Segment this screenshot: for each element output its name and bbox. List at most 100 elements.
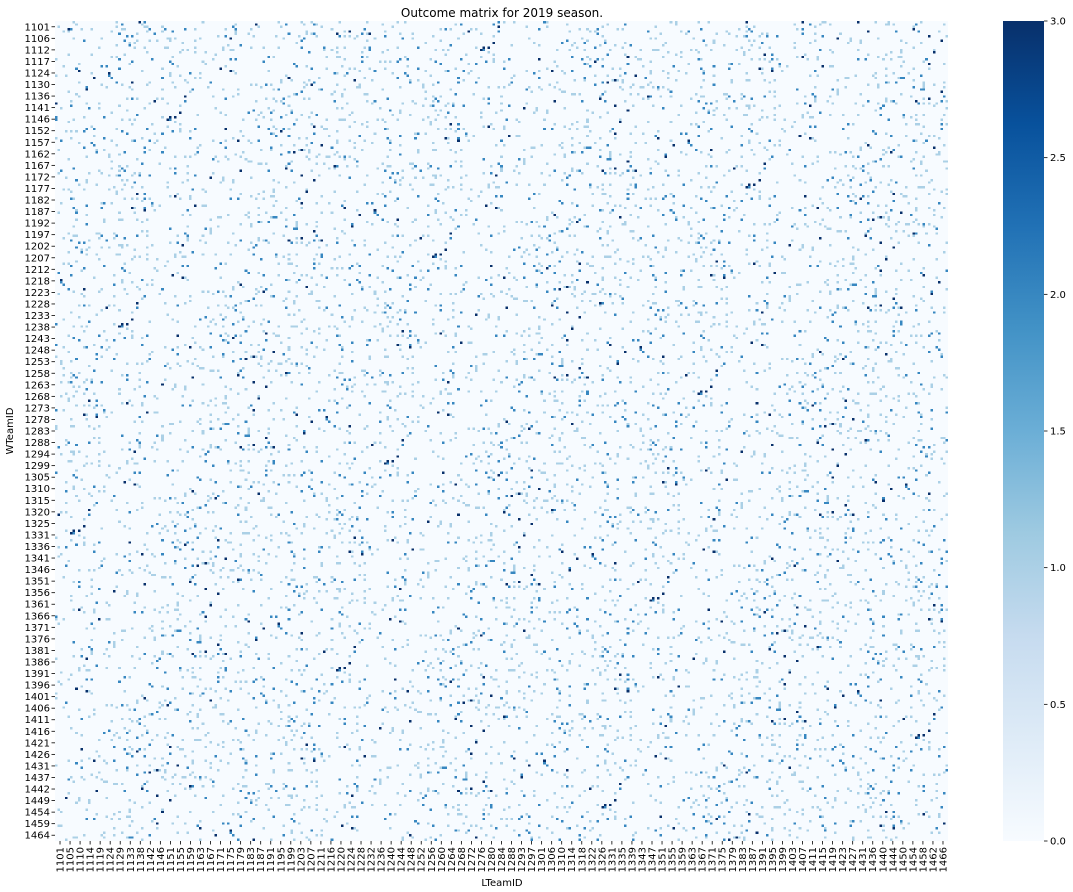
x-tick-label: 1375 bbox=[718, 847, 729, 872]
x-tick-label: 1391 bbox=[758, 847, 769, 872]
y-tick-label: 1202 bbox=[25, 242, 50, 253]
y-tick-label: 1351 bbox=[25, 577, 50, 588]
y-tick-label: 1406 bbox=[25, 704, 50, 715]
x-tick-label: 1310 bbox=[557, 847, 568, 872]
colorbar bbox=[1003, 21, 1044, 841]
y-tick-label: 1305 bbox=[25, 473, 50, 484]
x-tick-label: 1343 bbox=[637, 847, 648, 872]
y-tick-label: 1356 bbox=[25, 588, 50, 599]
y-tick-label: 1146 bbox=[25, 115, 50, 126]
y-tick-label: 1464 bbox=[25, 831, 50, 842]
y-tick-label: 1320 bbox=[25, 507, 50, 518]
y-tick-label: 1325 bbox=[25, 519, 50, 530]
y-tick-label: 1310 bbox=[25, 484, 50, 495]
y-tick-label: 1299 bbox=[25, 461, 50, 472]
y-tick-label: 1223 bbox=[25, 288, 50, 299]
y-tick-label: 1152 bbox=[25, 126, 50, 137]
x-tick-label: 1379 bbox=[728, 847, 739, 872]
colorbar-tick-label: 1.0 bbox=[1050, 563, 1066, 574]
x-tick-label: 1436 bbox=[868, 847, 879, 872]
y-tick-label: 1187 bbox=[25, 207, 50, 218]
y-tick-label: 1411 bbox=[25, 715, 50, 726]
colorbar-tick-label: 2.0 bbox=[1050, 290, 1066, 301]
x-tick-label: 1440 bbox=[878, 847, 889, 872]
y-tick-label: 1366 bbox=[25, 611, 50, 622]
x-tick-label: 1427 bbox=[848, 847, 859, 872]
x-tick-label: 1224 bbox=[346, 847, 357, 872]
y-tick-label: 1459 bbox=[25, 819, 50, 830]
x-tick-label: 1458 bbox=[918, 847, 929, 872]
x-tick-label: 1355 bbox=[668, 847, 679, 872]
y-tick-label: 1101 bbox=[25, 22, 50, 33]
x-tick-label: 1264 bbox=[447, 847, 458, 872]
x-tick-label: 1163 bbox=[196, 847, 207, 872]
y-tick-label: 1212 bbox=[25, 265, 50, 276]
x-tick-label: 1351 bbox=[658, 847, 669, 872]
x-tick-label: 1199 bbox=[286, 847, 297, 872]
y-tick-label: 1361 bbox=[25, 600, 50, 611]
y-tick-label: 1386 bbox=[25, 657, 50, 668]
x-tick-label: 1179 bbox=[236, 847, 247, 872]
x-tick-label: 1322 bbox=[587, 847, 598, 872]
x-tick-label: 1220 bbox=[336, 847, 347, 872]
x-tick-label: 1363 bbox=[688, 847, 699, 872]
y-tick-label: 1431 bbox=[25, 761, 50, 772]
x-tick-label: 1288 bbox=[507, 847, 518, 872]
x-tick-label: 1454 bbox=[908, 847, 919, 872]
x-tick-label: 1207 bbox=[306, 847, 317, 872]
x-tick-label: 1240 bbox=[387, 847, 398, 872]
x-tick-label: 1105 bbox=[66, 847, 77, 872]
y-tick-label: 1315 bbox=[25, 496, 50, 507]
x-tick-label: 1138 bbox=[136, 847, 147, 872]
y-tick-label: 1117 bbox=[25, 57, 50, 68]
y-tick-label: 1106 bbox=[25, 34, 50, 45]
y-tick-label: 1192 bbox=[25, 219, 50, 230]
y-tick-label: 1136 bbox=[25, 92, 50, 103]
x-tick-label: 1383 bbox=[738, 847, 749, 872]
y-tick-label: 1283 bbox=[25, 427, 50, 438]
y-tick-label: 1294 bbox=[25, 450, 50, 461]
x-tick-label: 1228 bbox=[357, 847, 368, 872]
x-tick-label: 1462 bbox=[928, 847, 939, 872]
y-tick-label: 1157 bbox=[25, 138, 50, 149]
x-tick-label: 1419 bbox=[828, 847, 839, 872]
x-tick-label: 1395 bbox=[768, 847, 779, 872]
y-tick-label: 1182 bbox=[25, 196, 50, 207]
colorbar-tick-label: 0.5 bbox=[1050, 700, 1066, 711]
y-tick-label: 1421 bbox=[25, 738, 50, 749]
x-tick-label: 1159 bbox=[186, 847, 197, 872]
x-tick-label: 1151 bbox=[166, 847, 177, 872]
x-tick-label: 1211 bbox=[316, 847, 327, 872]
x-tick-label: 1248 bbox=[407, 847, 418, 872]
x-axis-label: LTeamID bbox=[481, 878, 523, 889]
x-tick-label: 1195 bbox=[276, 847, 287, 872]
x-tick-label: 1326 bbox=[597, 847, 608, 872]
y-tick-label: 1437 bbox=[25, 773, 50, 784]
x-tick-label: 1466 bbox=[938, 847, 949, 872]
y-tick-label: 1124 bbox=[25, 68, 50, 79]
colorbar-axis: 0.0 0.5 1.0 1.5 2.0 2.5 3.0 bbox=[1044, 17, 1066, 848]
y-tick-label: 1130 bbox=[25, 80, 50, 91]
x-tick-label: 1167 bbox=[206, 847, 217, 872]
y-tick-label: 1336 bbox=[25, 542, 50, 553]
x-tick-label: 1110 bbox=[76, 847, 87, 872]
x-tick-label: 1284 bbox=[497, 847, 508, 872]
y-tick-label: 1401 bbox=[25, 692, 50, 703]
x-tick-label: 1183 bbox=[246, 847, 257, 872]
x-tick-label: 1124 bbox=[106, 847, 117, 872]
x-tick-label: 1244 bbox=[397, 847, 408, 872]
x-tick-label: 1101 bbox=[56, 847, 67, 872]
y-tick-label: 1268 bbox=[25, 392, 50, 403]
y-tick-label: 1346 bbox=[25, 565, 50, 576]
y-tick-label: 1376 bbox=[25, 634, 50, 645]
x-tick-label: 1444 bbox=[888, 847, 899, 872]
x-tick-label: 1314 bbox=[567, 847, 578, 872]
x-tick-label: 1256 bbox=[427, 847, 438, 872]
x-tick-label: 1119 bbox=[96, 847, 107, 872]
y-tick-label: 1331 bbox=[25, 530, 50, 541]
x-tick-label: 1142 bbox=[146, 847, 157, 872]
x-tick-label: 1347 bbox=[648, 847, 659, 872]
colorbar-tick-label: 1.5 bbox=[1050, 427, 1066, 438]
x-tick-label: 1236 bbox=[377, 847, 388, 872]
x-tick-label: 1367 bbox=[698, 847, 709, 872]
